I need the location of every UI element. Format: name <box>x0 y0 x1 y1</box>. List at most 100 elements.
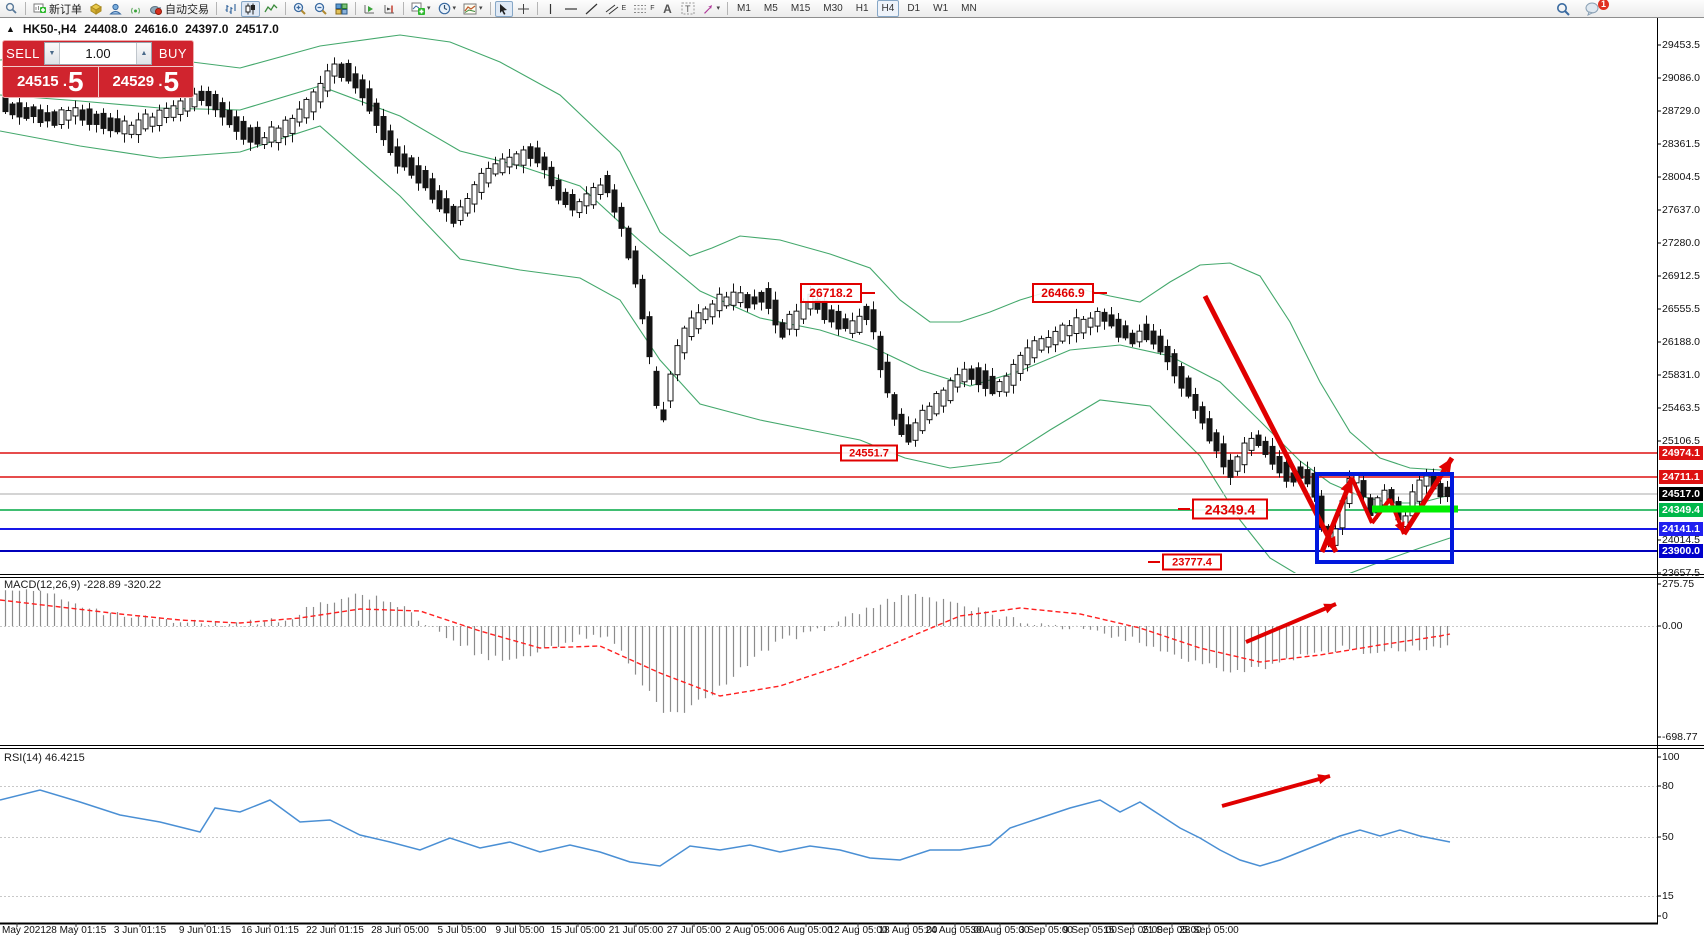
autotrading-button[interactable]: 自动交易 <box>146 1 212 17</box>
zoom-in-icon[interactable] <box>290 1 310 17</box>
timeframe-h1[interactable]: H1 <box>855 3 869 14</box>
crosshair-tool-icon[interactable] <box>514 1 533 17</box>
zoom-out-icon[interactable] <box>311 1 331 17</box>
candles-layer <box>2 57 1451 552</box>
trendline-tool-icon[interactable] <box>582 1 601 17</box>
quote-open: 24408.0 <box>84 22 128 36</box>
price-axis-tick: 28361.5 <box>1662 138 1700 150</box>
price-axis-tick: 26188.0 <box>1662 336 1700 348</box>
quote-line: ▲ HK50-,H4 24408.0 24616.0 24397.0 24517… <box>6 22 279 36</box>
buy-button[interactable]: BUY <box>158 46 188 61</box>
price-axis-tick: 26555.5 <box>1662 303 1700 315</box>
timeframe-mn[interactable]: MN <box>961 3 977 14</box>
text-tool-icon[interactable]: A <box>663 1 672 16</box>
navigator-icon[interactable] <box>106 1 125 17</box>
indicators-button[interactable]: ▾ <box>408 1 434 17</box>
chat-icon[interactable]: 1 <box>1582 0 1609 17</box>
time-axis-label: 27 Jul 05:00 <box>666 925 722 936</box>
sell-button[interactable]: SELL <box>6 46 40 61</box>
lot-decrease-button[interactable]: ▼ <box>45 43 60 64</box>
indicators-icon <box>411 2 425 15</box>
tile-windows-icon[interactable] <box>332 1 351 17</box>
fibonacci-tool-suffix: F <box>650 5 655 12</box>
quote-low: 24397.0 <box>185 22 229 36</box>
time-axis-label: 22 Jun 01:15 <box>306 925 364 936</box>
macd-axis-tick: 275.75 <box>1662 578 1695 590</box>
annotation-price-label[interactable]: 26466.9 <box>1032 283 1094 303</box>
svg-text:T: T <box>685 4 691 14</box>
line-chart-icon[interactable] <box>261 1 281 17</box>
indicators-dropdown-caret[interactable]: ▾ <box>427 4 431 12</box>
blue-consolidation-rect[interactable] <box>1315 472 1454 564</box>
price-axis-tick: 27637.0 <box>1662 204 1700 216</box>
timeframe-group: M1 M5 M15 M30 H1 H4 D1 W1 MN <box>732 0 982 17</box>
sell-price[interactable]: 24515 .5 <box>3 67 99 97</box>
price-axis-tick: 29453.5 <box>1662 39 1700 51</box>
annotation-price-label[interactable]: 24349.4 <box>1192 498 1268 520</box>
red-zigzag-arrow-0[interactable] <box>1319 477 1355 553</box>
search-icon[interactable] <box>1553 1 1574 17</box>
price-level-tag: 24711.1 <box>1659 470 1703 484</box>
timeframe-m15[interactable]: M15 <box>790 3 811 14</box>
time-axis-label: 9 Sep 05:00 <box>1063 925 1117 936</box>
fibonacci-tool-icon[interactable]: F <box>630 1 657 17</box>
market-watch-icon[interactable] <box>86 1 105 17</box>
timeframe-m30[interactable]: M30 <box>823 3 843 14</box>
toolbar-separator <box>727 2 729 15</box>
signal-icon[interactable] <box>126 1 145 17</box>
templates-icon <box>463 3 477 14</box>
annotation-price-label[interactable]: 23777.4 <box>1162 553 1222 571</box>
arrows-tool-icon[interactable]: ▾ <box>699 1 724 17</box>
rsi-axis-tick: 15 <box>1662 890 1674 902</box>
channel-tool-icon[interactable]: E <box>602 1 630 17</box>
price-axis-tick: 23657.5 <box>1662 567 1700 579</box>
chart-zoom-icon[interactable] <box>2 1 21 17</box>
arrows-dropdown-caret[interactable]: ▾ <box>716 4 721 12</box>
annotation-price-label[interactable]: 26718.2 <box>800 283 862 303</box>
price-level-tag: 24349.4 <box>1659 503 1703 517</box>
periods-button[interactable]: ▾ <box>435 1 460 17</box>
annotation-price-label[interactable]: 24551.7 <box>840 444 898 462</box>
time-axis-label: 9 Jun 01:15 <box>178 925 232 936</box>
price-axis-tick: 25463.5 <box>1662 402 1700 414</box>
toolbar-separator <box>489 2 491 15</box>
timeframe-h4[interactable]: H4 <box>876 0 900 17</box>
timeframe-d1[interactable]: D1 <box>907 3 921 14</box>
rsi-axis-tick: 50 <box>1662 831 1674 843</box>
buy-price[interactable]: 24529 .5 <box>112 66 180 97</box>
red-zigzag-arrow-4[interactable] <box>1401 456 1455 536</box>
candlestick-chart-icon[interactable] <box>241 0 260 17</box>
cursor-tool-icon[interactable] <box>494 0 513 17</box>
rsi-red-arrow[interactable] <box>1221 774 1331 808</box>
macd-axis-tick: -698.77 <box>1662 731 1698 743</box>
bar-chart-icon[interactable] <box>221 1 240 17</box>
time-axis-label: 28 Jun 05:00 <box>371 925 429 936</box>
timeframe-m5[interactable]: M5 <box>763 3 778 14</box>
new-order-button[interactable]: 新订单 <box>30 1 85 17</box>
auto-scroll-icon[interactable] <box>360 1 379 17</box>
templates-button[interactable]: ▾ <box>460 1 486 17</box>
timeframe-m1[interactable]: M1 <box>737 3 751 14</box>
red-zigzag-arrow-1[interactable] <box>1350 477 1374 524</box>
macd-red-arrow[interactable] <box>1245 602 1337 644</box>
lot-input[interactable] <box>60 43 136 64</box>
vertical-line-tool-icon[interactable] <box>542 1 560 17</box>
price-level-tag: 24517.0 <box>1659 487 1703 501</box>
toolbar-separator <box>403 2 404 15</box>
lot-increase-button[interactable]: ▲ <box>136 43 151 64</box>
periods-dropdown-caret[interactable]: ▾ <box>452 4 457 12</box>
time-axis-label: 3 Jun 01:15 <box>113 925 167 936</box>
templates-dropdown-caret[interactable]: ▾ <box>479 4 483 12</box>
time-axis-label: 24 Aug 05:00 <box>925 925 985 936</box>
collapse-quote-icon[interactable]: ▲ <box>6 24 15 34</box>
red-zigzag-arrow-3[interactable] <box>1388 498 1406 535</box>
time-axis-label: 21 Sep 05:00 <box>1142 925 1202 936</box>
red-trendline-arrow[interactable] <box>1202 294 1339 554</box>
rsi-layer <box>0 789 1451 867</box>
timeframe-w1[interactable]: W1 <box>933 3 949 14</box>
chart-shift-icon[interactable] <box>380 1 399 17</box>
horizontal-line-tool-icon[interactable] <box>561 1 581 17</box>
time-axis-label: 28 May 01:15 <box>45 925 107 936</box>
text-label-tool-icon[interactable]: T <box>678 1 698 17</box>
